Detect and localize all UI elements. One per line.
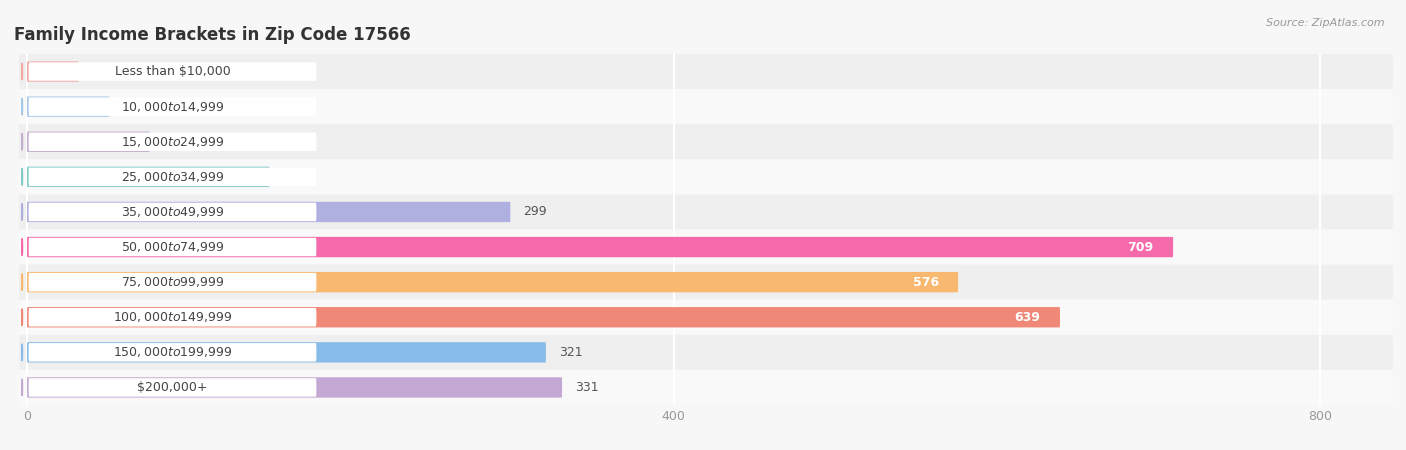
Text: 51: 51 <box>122 100 138 113</box>
Text: Source: ZipAtlas.com: Source: ZipAtlas.com <box>1267 18 1385 28</box>
Text: 321: 321 <box>558 346 582 359</box>
FancyBboxPatch shape <box>27 307 1060 328</box>
Text: $200,000+: $200,000+ <box>138 381 208 394</box>
FancyBboxPatch shape <box>27 96 110 117</box>
FancyBboxPatch shape <box>18 89 1393 124</box>
Text: $15,000 to $24,999: $15,000 to $24,999 <box>121 135 224 149</box>
FancyBboxPatch shape <box>18 370 1393 405</box>
FancyBboxPatch shape <box>28 238 316 256</box>
FancyBboxPatch shape <box>27 61 79 82</box>
FancyBboxPatch shape <box>28 132 316 151</box>
Text: 299: 299 <box>523 206 547 218</box>
Text: 576: 576 <box>912 276 939 288</box>
Text: 709: 709 <box>1128 241 1154 253</box>
FancyBboxPatch shape <box>27 237 1173 257</box>
FancyBboxPatch shape <box>28 378 316 397</box>
FancyBboxPatch shape <box>27 272 957 292</box>
Text: 76: 76 <box>163 135 179 148</box>
FancyBboxPatch shape <box>18 124 1393 159</box>
Text: 639: 639 <box>1015 311 1040 324</box>
FancyBboxPatch shape <box>18 54 1393 89</box>
Text: $25,000 to $34,999: $25,000 to $34,999 <box>121 170 224 184</box>
Text: $75,000 to $99,999: $75,000 to $99,999 <box>121 275 224 289</box>
FancyBboxPatch shape <box>18 300 1393 335</box>
FancyBboxPatch shape <box>28 273 316 292</box>
FancyBboxPatch shape <box>18 265 1393 300</box>
FancyBboxPatch shape <box>27 131 150 152</box>
Text: $10,000 to $14,999: $10,000 to $14,999 <box>121 99 224 114</box>
Text: 32: 32 <box>91 65 107 78</box>
FancyBboxPatch shape <box>18 194 1393 230</box>
Text: Less than $10,000: Less than $10,000 <box>115 65 231 78</box>
FancyBboxPatch shape <box>27 202 510 222</box>
Text: 331: 331 <box>575 381 599 394</box>
FancyBboxPatch shape <box>28 308 316 327</box>
FancyBboxPatch shape <box>27 342 546 363</box>
FancyBboxPatch shape <box>27 166 270 187</box>
Text: Family Income Brackets in Zip Code 17566: Family Income Brackets in Zip Code 17566 <box>14 26 411 44</box>
FancyBboxPatch shape <box>28 167 316 186</box>
FancyBboxPatch shape <box>28 97 316 116</box>
Text: $35,000 to $49,999: $35,000 to $49,999 <box>121 205 224 219</box>
FancyBboxPatch shape <box>18 230 1393 265</box>
Text: $100,000 to $149,999: $100,000 to $149,999 <box>112 310 232 324</box>
FancyBboxPatch shape <box>28 62 316 81</box>
FancyBboxPatch shape <box>18 159 1393 194</box>
FancyBboxPatch shape <box>18 335 1393 370</box>
FancyBboxPatch shape <box>28 202 316 221</box>
Text: $150,000 to $199,999: $150,000 to $199,999 <box>112 345 232 360</box>
Text: $50,000 to $74,999: $50,000 to $74,999 <box>121 240 224 254</box>
Text: 150: 150 <box>283 171 307 183</box>
FancyBboxPatch shape <box>28 343 316 362</box>
FancyBboxPatch shape <box>27 377 562 398</box>
